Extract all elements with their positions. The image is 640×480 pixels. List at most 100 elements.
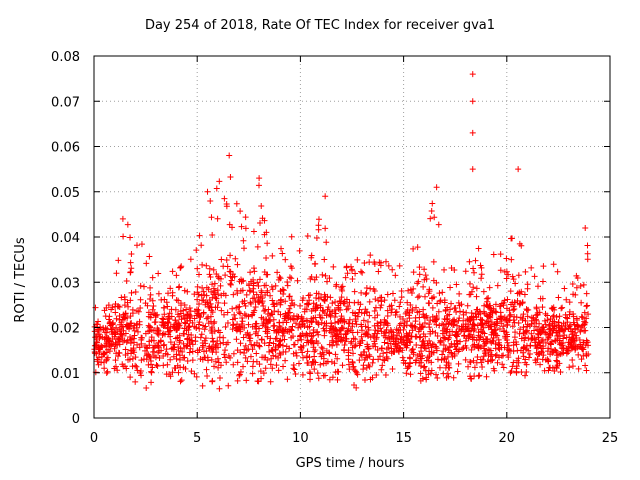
data-point bbox=[479, 329, 486, 336]
data-point bbox=[356, 306, 363, 313]
data-point bbox=[307, 338, 314, 345]
data-point bbox=[175, 344, 182, 351]
data-point bbox=[143, 260, 150, 267]
data-point bbox=[380, 350, 387, 357]
data-point bbox=[290, 362, 297, 369]
data-point bbox=[259, 322, 266, 329]
data-point bbox=[195, 291, 202, 298]
data-point bbox=[384, 355, 391, 362]
data-point bbox=[389, 366, 396, 373]
data-point bbox=[444, 312, 451, 319]
data-point bbox=[555, 322, 562, 329]
data-point bbox=[304, 348, 311, 355]
data-point bbox=[238, 223, 245, 230]
data-point bbox=[98, 359, 105, 366]
data-point bbox=[167, 356, 174, 363]
data-point bbox=[332, 298, 339, 305]
data-point bbox=[313, 338, 320, 345]
data-point bbox=[203, 284, 210, 291]
data-point bbox=[197, 356, 204, 363]
data-point bbox=[566, 364, 573, 371]
x-tick-label: 25 bbox=[602, 431, 619, 446]
data-point bbox=[202, 323, 209, 330]
data-point bbox=[293, 349, 300, 356]
axis-ticks: 0 5 10 15 20 25 0 0.01 0.02 0.03 0.04 0.05 0.06 0.07 0… bbox=[51, 50, 618, 446]
data-point bbox=[584, 242, 591, 249]
data-point bbox=[348, 338, 355, 345]
data-point bbox=[497, 302, 504, 309]
data-point bbox=[425, 300, 432, 307]
data-point bbox=[577, 283, 584, 290]
data-point bbox=[539, 278, 546, 285]
data-point bbox=[175, 297, 182, 304]
data-point bbox=[429, 313, 436, 320]
data-point bbox=[360, 362, 367, 369]
data-point bbox=[258, 289, 265, 296]
data-point bbox=[307, 376, 314, 383]
data-point bbox=[423, 275, 430, 282]
data-point bbox=[298, 336, 305, 343]
data-point bbox=[198, 331, 205, 338]
data-point bbox=[312, 314, 319, 321]
data-point bbox=[242, 354, 249, 361]
data-point bbox=[278, 245, 285, 252]
data-point bbox=[494, 282, 501, 289]
data-point bbox=[303, 353, 310, 360]
data-point bbox=[209, 324, 216, 331]
data-point bbox=[583, 339, 590, 346]
data-point bbox=[213, 295, 220, 302]
data-point bbox=[247, 353, 254, 360]
data-point bbox=[531, 320, 538, 327]
data-point bbox=[226, 268, 233, 275]
data-point bbox=[242, 303, 249, 310]
data-point bbox=[163, 346, 170, 353]
data-point bbox=[99, 344, 106, 351]
data-point bbox=[378, 345, 385, 352]
data-point bbox=[428, 208, 435, 215]
data-point bbox=[478, 317, 485, 324]
data-point bbox=[396, 303, 403, 310]
data-point bbox=[250, 309, 257, 316]
data-point bbox=[488, 319, 495, 326]
x-tick-label: 5 bbox=[193, 431, 201, 446]
data-point bbox=[472, 257, 479, 264]
data-point bbox=[567, 322, 574, 329]
data-point bbox=[270, 352, 277, 359]
data-point bbox=[172, 365, 179, 372]
data-point bbox=[369, 359, 376, 366]
data-point bbox=[114, 303, 121, 310]
data-point bbox=[357, 340, 364, 347]
data-point bbox=[209, 294, 216, 301]
data-point bbox=[224, 339, 231, 346]
data-point bbox=[581, 321, 588, 328]
data-point bbox=[512, 299, 519, 306]
data-point bbox=[490, 251, 497, 258]
data-point bbox=[234, 377, 241, 384]
data-point bbox=[127, 320, 134, 327]
data-point bbox=[407, 301, 414, 308]
data-point bbox=[535, 339, 542, 346]
data-point bbox=[364, 318, 371, 325]
data-point bbox=[339, 325, 346, 332]
data-point bbox=[122, 330, 129, 337]
data-point bbox=[264, 240, 271, 247]
data-point bbox=[164, 351, 171, 358]
data-point bbox=[155, 270, 162, 277]
data-point bbox=[352, 342, 359, 349]
data-point bbox=[520, 349, 527, 356]
data-point bbox=[547, 340, 554, 347]
data-point bbox=[94, 356, 101, 363]
data-point bbox=[326, 376, 333, 383]
data-point bbox=[321, 297, 328, 304]
data-point bbox=[277, 351, 284, 358]
data-point bbox=[528, 321, 535, 328]
data-point bbox=[431, 214, 438, 221]
data-point bbox=[531, 273, 538, 280]
data-point bbox=[212, 304, 219, 311]
data-point bbox=[172, 317, 179, 324]
data-point bbox=[240, 363, 247, 370]
data-point bbox=[322, 293, 329, 300]
data-point bbox=[137, 282, 144, 289]
data-point bbox=[183, 306, 190, 313]
data-point bbox=[352, 318, 359, 325]
